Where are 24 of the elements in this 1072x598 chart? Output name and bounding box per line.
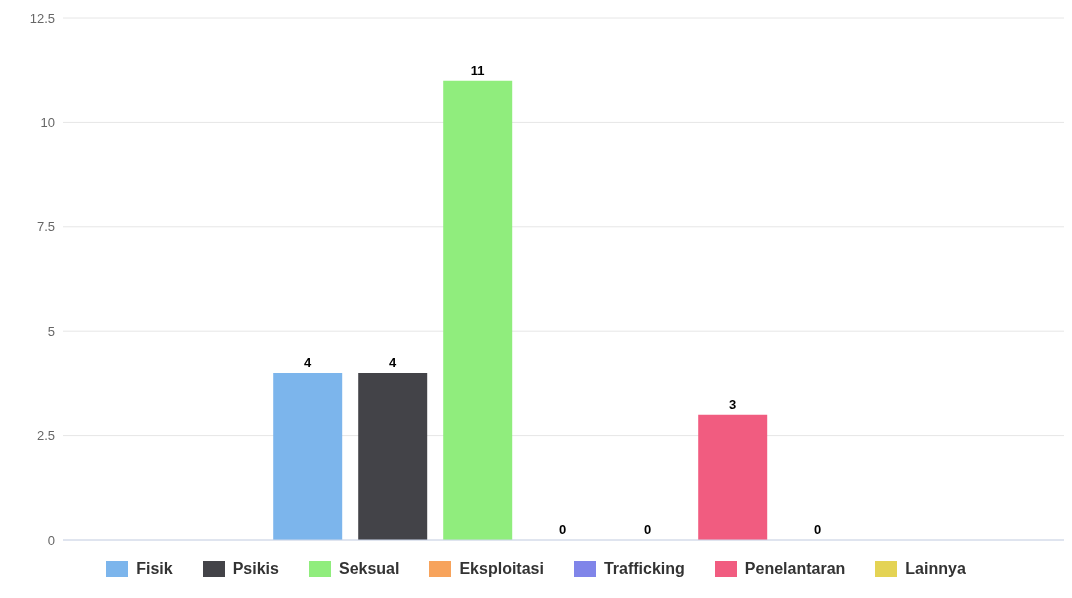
y-tick-label: 5: [47, 323, 55, 339]
legend-label: Eksploitasi: [459, 560, 544, 578]
data-label: 4: [389, 354, 398, 370]
legend-label: Seksual: [338, 560, 400, 578]
y-tick-label: 10: [40, 115, 55, 131]
data-label: 0: [814, 521, 822, 537]
bar: [443, 80, 513, 540]
data-label: 3: [729, 396, 737, 412]
bar: [273, 372, 343, 540]
legend-label: Psikis: [232, 560, 279, 578]
y-tick-label: 12.5: [29, 10, 55, 26]
bar: [698, 414, 768, 540]
data-label: 4: [304, 354, 313, 370]
y-tick-label: 7.5: [36, 219, 55, 235]
y-tick-label: 2.5: [36, 428, 55, 444]
data-label: 0: [644, 521, 652, 537]
data-label: 0: [559, 521, 567, 537]
legend-label: Penelantaran: [744, 560, 846, 578]
y-tick-label: 0: [47, 532, 55, 548]
legend-label: Fisik: [136, 560, 173, 578]
legend-label: Lainnya: [905, 560, 966, 578]
data-label: 11: [470, 62, 485, 78]
legend-label: Trafficking: [603, 560, 685, 578]
bar: [358, 372, 428, 540]
